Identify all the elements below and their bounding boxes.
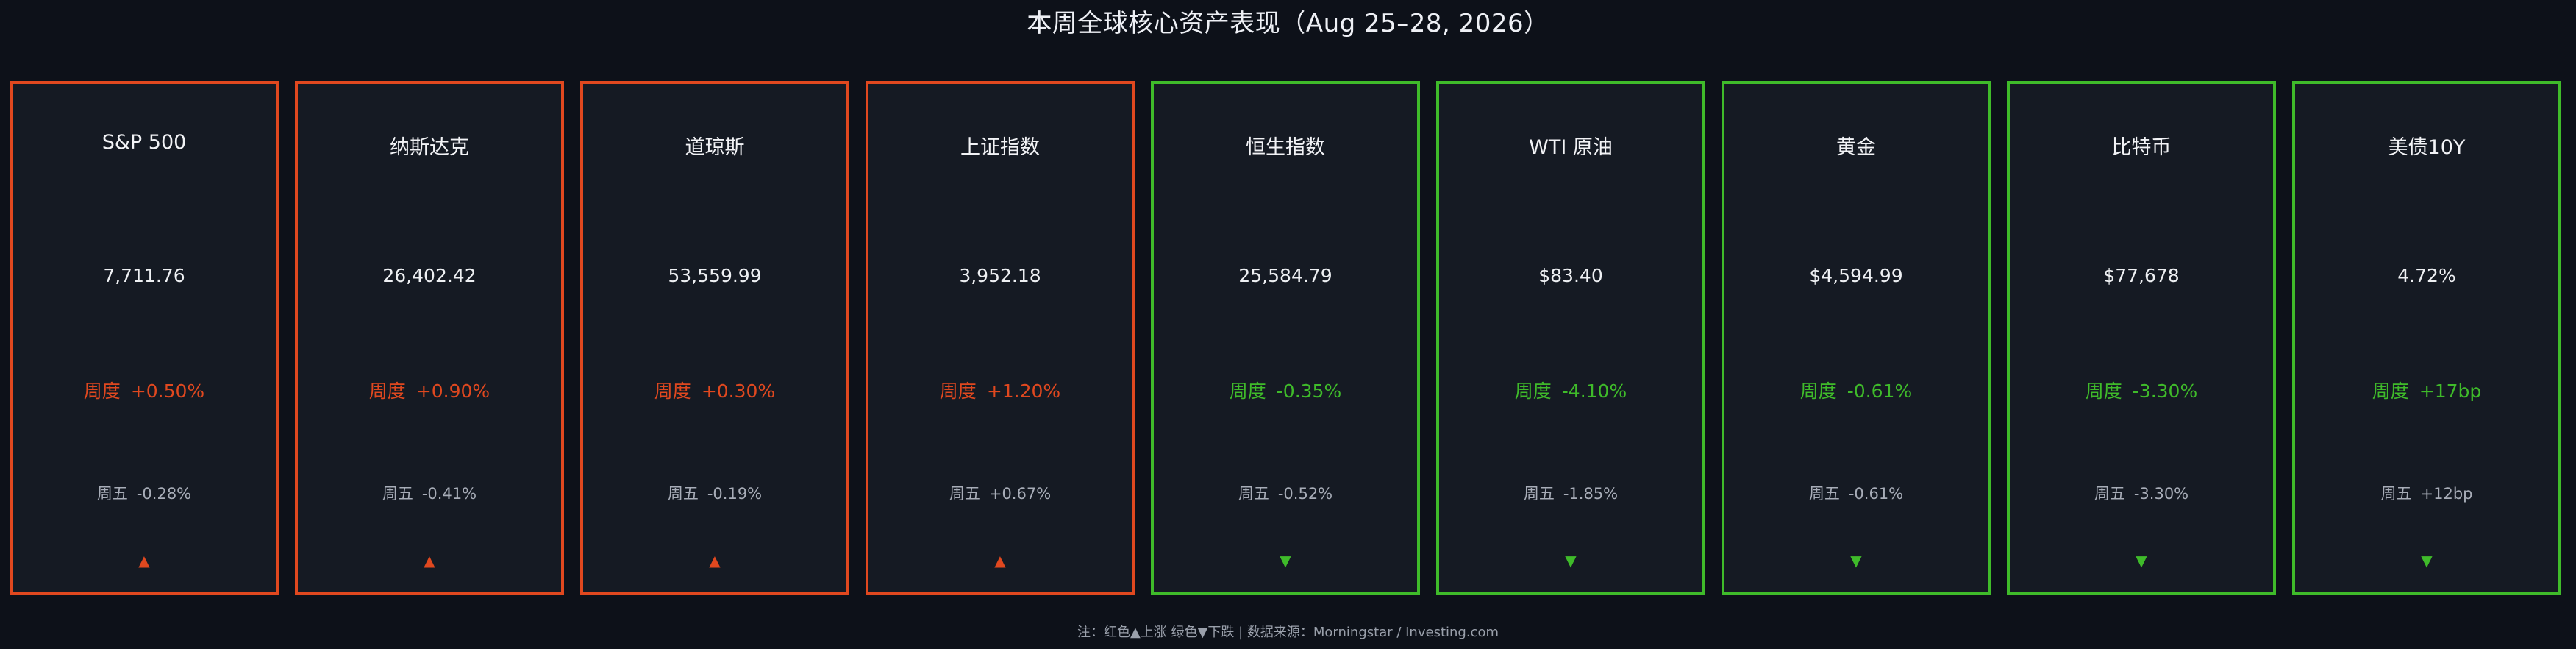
asset-price: $4,594.99 [1809,265,1903,286]
asset-cards: S&P 500 7,711.76 周度 +0.50% 周五 -0.28% ▲ 纳斯达… [10,81,2569,596]
asset-name: 纳斯达克 [390,136,469,159]
weekly-change: 周度 +0.50% [13,377,276,403]
friday-label: 周五 [96,485,128,503]
asset-name: 黄金 [1836,136,1876,159]
triangle-down-icon: ▼ [1850,552,1862,570]
triangle-down-icon: ▼ [2136,552,2147,570]
friday-label: 周五 [667,485,699,503]
weekly-value: +0.90% [415,380,490,402]
triangle-down-icon: ▼ [1565,552,1577,570]
friday-label: 周五 [1523,485,1555,503]
weekly-change: 周度 +17bp [2295,377,2558,403]
weekly-value: -0.61% [1847,380,1913,402]
friday-value: -0.19% [707,485,763,503]
asset-card-gold: 黄金 $4,594.99 周度 -0.61% 周五 -0.61% ▼ [1722,81,1991,595]
friday-change: 周五 -0.52% [1154,482,1417,504]
weekly-change: 周度 -0.61% [1724,377,1988,403]
asset-name: 恒生指数 [1246,136,1325,159]
page-title: 本周全球核心资产表现（Aug 25–28, 2026） [1027,9,1549,38]
friday-change: 周五 -0.61% [1724,482,1988,504]
asset-name: 道琼斯 [685,136,745,159]
friday-label: 周五 [949,485,980,503]
weekly-change: 周度 +0.90% [298,377,561,403]
asset-price: $83.40 [1538,265,1603,286]
friday-change: 周五 -3.30% [2010,482,2273,504]
weekly-value: +17bp [2419,380,2482,402]
asset-name: 上证指数 [960,136,1040,159]
weekly-value: +0.30% [701,380,776,402]
weekly-label: 周度 [1799,380,1837,402]
weekly-label: 周度 [2372,380,2409,402]
asset-card-sp500: S&P 500 7,711.76 周度 +0.50% 周五 -0.28% ▲ [10,81,279,595]
triangle-up-icon: ▲ [138,552,150,570]
footer-note: 注：红色▲上涨 绿色▼下跌 | 数据来源：Morningstar / Inves… [1077,625,1499,640]
asset-price: 53,559.99 [668,265,762,286]
friday-change: 周五 -0.28% [13,482,276,504]
friday-value: -0.61% [1848,485,1904,503]
friday-label: 周五 [2094,485,2125,503]
friday-value: -0.52% [1277,485,1333,503]
weekly-label: 周度 [83,380,121,402]
friday-change: 周五 -1.85% [1439,482,1702,504]
friday-value: -0.28% [136,485,192,503]
friday-label: 周五 [1808,485,1840,503]
asset-card-hangseng: 恒生指数 25,584.79 周度 -0.35% 周五 -0.52% ▼ [1151,81,1420,595]
asset-price: 26,402.42 [382,265,477,286]
friday-value: -1.85% [1563,485,1619,503]
weekly-value: +1.20% [986,380,1061,402]
friday-change: 周五 -0.41% [298,482,561,504]
asset-card-bitcoin: 比特币 $77,678 周度 -3.30% 周五 -3.30% ▼ [2007,81,2276,595]
triangle-up-icon: ▲ [424,552,435,570]
asset-price: 4.72% [2397,265,2456,286]
friday-value: -0.41% [421,485,477,503]
friday-label: 周五 [1238,485,1269,503]
weekly-label: 周度 [654,380,691,402]
asset-name: WTI 原油 [1529,136,1613,159]
asset-price: 3,952.18 [959,265,1041,286]
weekly-label: 周度 [2085,380,2122,402]
friday-change: 周五 +0.67% [868,482,1132,504]
weekly-label: 周度 [368,380,406,402]
triangle-up-icon: ▲ [709,552,721,570]
weekly-label: 周度 [1229,380,1266,402]
asset-price: 25,584.79 [1238,265,1332,286]
friday-change: 周五 -0.19% [583,482,846,504]
asset-name: S&P 500 [101,131,187,154]
weekly-value: -0.35% [1276,380,1342,402]
friday-value: +12bp [2420,485,2473,503]
weekly-label: 周度 [939,380,977,402]
friday-change: 周五 +12bp [2295,482,2558,504]
friday-label: 周五 [382,485,413,503]
weekly-change: 周度 +0.30% [583,377,846,403]
weekly-value: -4.10% [1561,380,1627,402]
weekly-change: 周度 -4.10% [1439,377,1702,403]
triangle-up-icon: ▲ [994,552,1006,570]
asset-card-us-treasury-10y: 美债10Y 4.72% 周度 +17bp 周五 +12bp ▼ [2292,81,2561,595]
weekly-change: 周度 -3.30% [2010,377,2273,403]
asset-name: 比特币 [2111,136,2172,159]
triangle-down-icon: ▼ [2421,552,2433,570]
weekly-label: 周度 [1514,380,1552,402]
friday-label: 周五 [2380,485,2412,503]
asset-name: 美债10Y [2388,136,2466,159]
asset-card-wti-oil: WTI 原油 $83.40 周度 -4.10% 周五 -1.85% ▼ [1436,81,1705,595]
weekly-value: -3.30% [2132,380,2198,402]
asset-price: 7,711.76 [103,265,185,286]
asset-card-shanghai: 上证指数 3,952.18 周度 +1.20% 周五 +0.67% ▲ [866,81,1135,595]
asset-card-nasdaq: 纳斯达克 26,402.42 周度 +0.90% 周五 -0.41% ▲ [295,81,564,595]
friday-value: -3.30% [2133,485,2189,503]
asset-price: $77,678 [2103,265,2180,286]
weekly-change: 周度 -0.35% [1154,377,1417,403]
weekly-value: +0.50% [130,380,205,402]
asset-card-dow: 道琼斯 53,559.99 周度 +0.30% 周五 -0.19% ▲ [580,81,849,595]
triangle-down-icon: ▼ [1280,552,1291,570]
friday-value: +0.67% [988,485,1052,503]
weekly-change: 周度 +1.20% [868,377,1132,403]
